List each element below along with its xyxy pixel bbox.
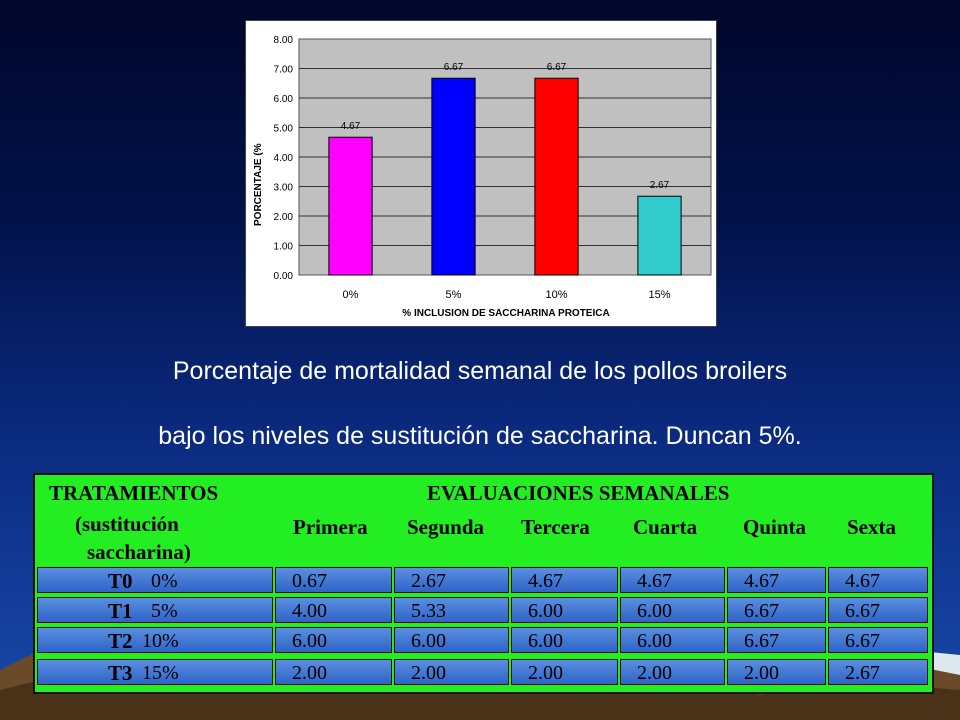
treatment-code: T1 [108,599,133,623]
x-tick-label: 10% [545,289,567,301]
value-cell: 4.67 [620,567,725,593]
value-cell: 6.67 [828,597,928,623]
y-tick-label: 3.00 [274,183,294,194]
treatment-level: 5% [151,600,178,622]
data-label: 6.67 [547,62,567,73]
table-row: T0 0% 0.67 2.67 4.67 4.67 4.67 4.67 [37,567,928,595]
y-tick-label: 2.00 [274,212,294,223]
column-header: Sexta [847,515,896,539]
caption-line-1: Porcentaje de mortalidad semanal de los … [172,357,788,385]
treatment-cell: T2 10% [37,627,273,653]
column-header: Cuarta [633,515,698,539]
value-cell: 4.67 [828,567,928,593]
column-header: Quinta [743,515,807,539]
value-cell: 6.00 [511,597,618,623]
y-tick-label: 5.00 [274,124,294,135]
y-tick-label: 1.00 [274,242,294,253]
y-tick-label: 4.00 [274,153,294,164]
value-cell: 4.67 [511,567,618,593]
column-header: Segunda [407,515,485,539]
data-label: 2.67 [650,180,670,191]
treatment-level: 0% [151,570,178,592]
treatment-code: T3 [108,661,133,685]
x-tick-label: 5% [446,289,462,301]
value-cell: 2.00 [394,659,509,685]
treatment-cell: T3 15% [37,659,273,685]
bars [328,77,682,276]
value-cell: 4.67 [727,567,826,593]
chart-svg: 0.00 1.00 2.00 3.00 4.00 5.00 6.00 7.00 8.00 4.6… [253,35,712,319]
value-cell: 6.00 [620,627,725,653]
bar [328,136,373,276]
column-header: Tercera [521,515,590,539]
x-tick-labels: 0% 5% 10% 15% [343,289,671,301]
header-sub-2: saccharina) [87,540,191,564]
caption-line-2: bajo los niveles de sustitución de sacch… [158,422,802,450]
value-cell: 2.67 [394,567,509,593]
header-sub-1: (sustitución [75,512,179,536]
value-cell: 6.00 [394,627,509,653]
table-row: T2 10% 6.00 6.00 6.00 6.00 6.67 6.67 [37,627,928,655]
y-tick-label: 0.00 [274,271,294,282]
value-cell: 2.00 [727,659,826,685]
column-header: Primera [293,515,368,539]
bar [534,77,579,276]
y-tick-labels: 0.00 1.00 2.00 3.00 4.00 5.00 6.00 7.00 8.00 [274,35,294,282]
treatment-level: 10% [142,630,179,652]
table-row: T1 5% 4.00 5.33 6.00 6.00 6.67 6.67 [37,597,928,625]
bar-chart: 0.00 1.00 2.00 3.00 4.00 5.00 6.00 7.00 8.00 4.6… [245,20,717,327]
data-labels: 4.67 6.67 6.67 2.67 [341,62,670,191]
value-cell: 4.00 [275,597,392,623]
bar [637,195,682,276]
y-axis-title: PORCENTAJE (% [253,143,264,226]
treatment-code: T2 [108,629,133,653]
y-tick-label: 7.00 [274,65,294,76]
value-cell: 2.00 [620,659,725,685]
value-cell: 6.00 [511,627,618,653]
value-cell: 6.67 [727,627,826,653]
treatment-cell: T1 5% [37,597,273,623]
y-tick-label: 6.00 [274,94,294,105]
treatment-code: T0 [108,569,133,593]
x-tick-label: 0% [343,289,359,301]
results-table: TRATAMIENTOS (sustitución saccharina) EV… [33,473,934,694]
treatment-cell: T0 0% [37,567,273,593]
value-cell: 5.33 [394,597,509,623]
value-cell: 6.67 [727,597,826,623]
bar [431,77,476,276]
value-cell: 6.00 [275,627,392,653]
x-tick-label: 15% [648,289,670,301]
value-cell: 2.67 [828,659,928,685]
header-evaluations: EVALUACIONES SEMANALES [427,481,730,505]
y-tick-label: 8.00 [274,35,294,46]
data-label: 4.67 [341,121,361,132]
data-label: 6.67 [444,62,464,73]
value-cell: 2.00 [511,659,618,685]
value-cell: 2.00 [275,659,392,685]
value-cell: 6.00 [620,597,725,623]
value-cell: 6.67 [828,627,928,653]
table-row: T3 15% 2.00 2.00 2.00 2.00 2.00 2.67 [37,659,928,687]
treatment-level: 15% [142,662,179,684]
header-treatments: TRATAMIENTOS [49,481,219,505]
value-cell: 0.67 [275,567,392,593]
x-axis-title: % INCLUSION DE SACCHARINA PROTEICA [402,308,609,319]
